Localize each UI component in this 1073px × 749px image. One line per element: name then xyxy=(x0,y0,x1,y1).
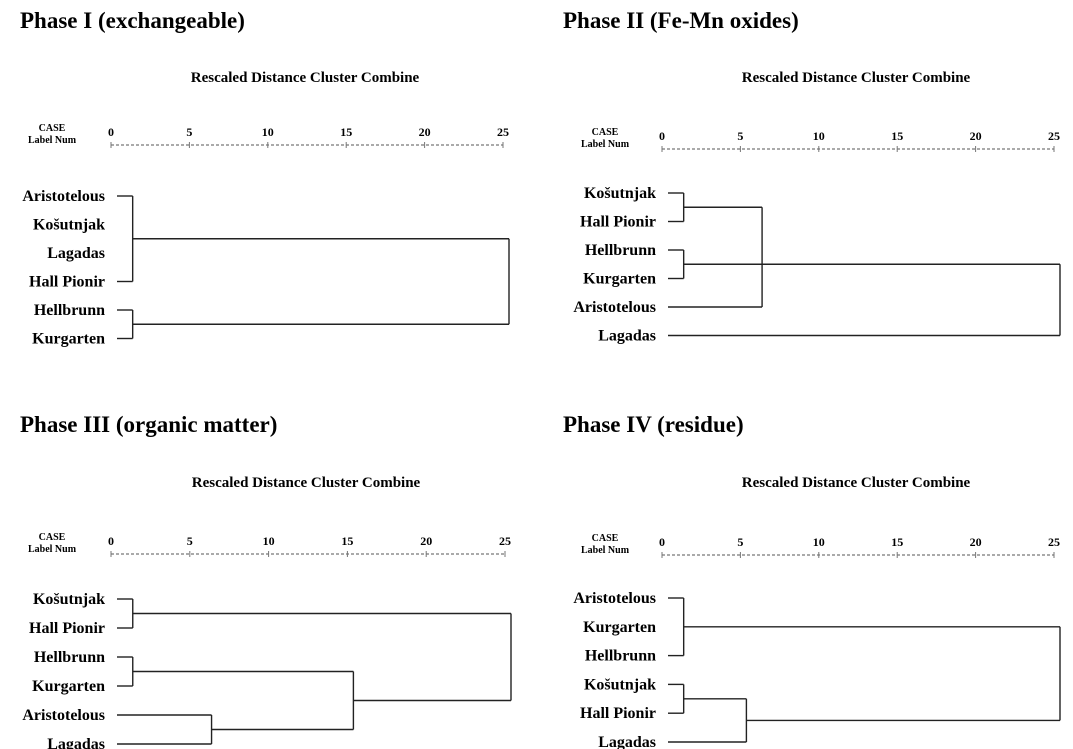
tick-label: 20 xyxy=(420,534,432,548)
leaf-label: Hall Pionir xyxy=(580,214,656,231)
leaf-label: Kurgarten xyxy=(32,331,105,348)
tick-label: 10 xyxy=(813,129,825,143)
leaf-label: Kurgarten xyxy=(583,619,656,636)
tick-label: 10 xyxy=(813,535,825,549)
leaf-label: Aristotelous xyxy=(22,707,105,724)
tick-label: 25 xyxy=(1048,129,1060,143)
leaf-label: Košutnjak xyxy=(584,185,656,202)
panel-title: Phase IV (residue) xyxy=(563,412,744,437)
leaf-label: Košutnjak xyxy=(33,591,105,608)
tick-label: 25 xyxy=(1048,535,1060,549)
leaf-label: Aristotelous xyxy=(573,299,656,316)
panel-title: Phase III (organic matter) xyxy=(20,412,277,437)
panel-subtitle: Rescaled Distance Cluster Combine xyxy=(742,475,971,491)
leaf-label: Hellbrunn xyxy=(34,302,105,319)
leaf-label: Kurgarten xyxy=(32,678,105,695)
tick-label: 20 xyxy=(419,125,431,139)
case-header: CASE xyxy=(39,123,66,134)
leaf-label: Aristotelous xyxy=(22,188,105,205)
panel-subtitle: Rescaled Distance Cluster Combine xyxy=(191,70,420,86)
dendrogram-panel-4: Phase IV (residue) Rescaled Distance Clus… xyxy=(563,412,1061,749)
dendrogram-panel-3: Phase III (organic matter) Rescaled Dista… xyxy=(20,412,512,749)
leaf-label: Hellbrunn xyxy=(34,649,105,666)
leaf-label: Hellbrunn xyxy=(585,648,656,665)
leaf-label: Aristotelous xyxy=(573,590,656,607)
tick-label: 15 xyxy=(340,125,352,139)
tick-label: 10 xyxy=(262,125,274,139)
tick-label: 20 xyxy=(970,129,982,143)
leaf-label: Lagadas xyxy=(47,245,105,262)
panel-subtitle: Rescaled Distance Cluster Combine xyxy=(192,475,421,491)
panel-title: Phase II (Fe-Mn oxides) xyxy=(563,8,799,33)
tick-label: 10 xyxy=(263,534,275,548)
tick-label: 5 xyxy=(187,534,193,548)
tick-label: 25 xyxy=(497,125,509,139)
tick-label: 15 xyxy=(341,534,353,548)
leaf-label: Lagadas xyxy=(598,734,656,749)
tick-label: 0 xyxy=(108,534,114,548)
case-header: CASE xyxy=(39,532,66,543)
leaf-label: Košutnjak xyxy=(33,217,105,234)
dendrogram-panel-1: Phase I (exchangeable) Rescaled Distance … xyxy=(20,8,510,348)
tick-label: 0 xyxy=(108,125,114,139)
tick-label: 15 xyxy=(891,535,903,549)
case-header: CASE xyxy=(592,127,619,138)
label-num-header: Label Num xyxy=(581,545,630,556)
panel-title: Phase I (exchangeable) xyxy=(20,8,245,33)
tick-label: 25 xyxy=(499,534,511,548)
leaf-label: Hall Pionir xyxy=(580,705,656,722)
label-num-header: Label Num xyxy=(28,544,77,555)
leaf-label: Hellbrunn xyxy=(585,242,656,259)
tick-label: 15 xyxy=(891,129,903,143)
label-num-header: Label Num xyxy=(28,135,77,146)
case-header: CASE xyxy=(592,533,619,544)
leaf-label: Kurgarten xyxy=(583,271,656,288)
tick-label: 5 xyxy=(737,129,743,143)
tick-label: 0 xyxy=(659,535,665,549)
leaf-label: Hall Pionir xyxy=(29,274,105,291)
tick-label: 0 xyxy=(659,129,665,143)
tick-label: 5 xyxy=(186,125,192,139)
tick-label: 5 xyxy=(737,535,743,549)
leaf-label: Košutnjak xyxy=(584,676,656,693)
leaf-label: Lagadas xyxy=(598,328,656,345)
leaf-label: Lagadas xyxy=(47,736,105,749)
dendrogram-panel-2: Phase II (Fe-Mn oxides) Rescaled Distance… xyxy=(563,8,1061,345)
tick-label: 20 xyxy=(970,535,982,549)
leaf-label: Hall Pionir xyxy=(29,620,105,637)
label-num-header: Label Num xyxy=(581,139,630,150)
panel-subtitle: Rescaled Distance Cluster Combine xyxy=(742,70,971,86)
